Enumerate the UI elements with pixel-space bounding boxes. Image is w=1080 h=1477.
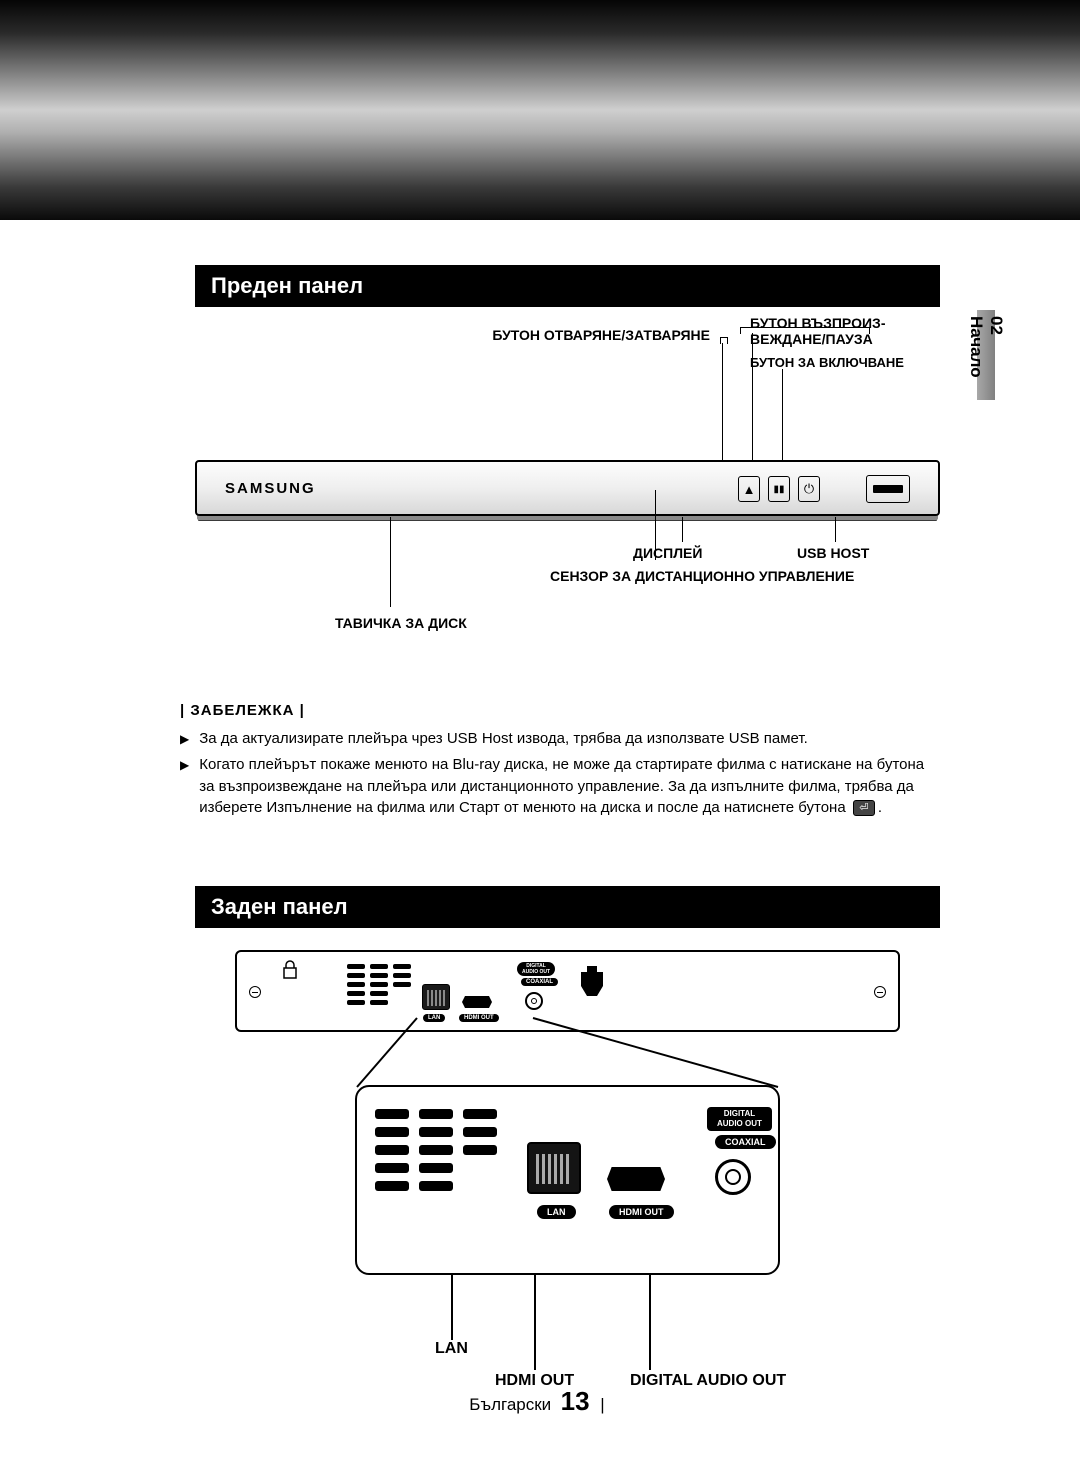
enter-button-icon: ⏎	[853, 800, 875, 816]
lan-pill-zoom: LAN	[537, 1205, 576, 1219]
lan-port-zoom	[527, 1142, 581, 1194]
header-gradient-band	[0, 0, 1080, 220]
section-title-rear: Заден панел	[195, 886, 940, 928]
bullet-icon: ▶	[180, 728, 189, 750]
label-play-pause: БУТОН ВЪЗПРОИЗ-ВЕЖДАНЕ/ПАУЗА	[750, 315, 915, 347]
rear-panel-diagram: LAN HDMI OUT DIGITALAUDIO OUT COAXIAL	[195, 940, 940, 1370]
coax-label-top-zoom: DIGITALAUDIO OUT	[707, 1107, 772, 1131]
page-footer: Български 13 |	[0, 1386, 1080, 1417]
label-disc-tray: ТАВИЧКА ЗА ДИСК	[335, 615, 467, 631]
note-heading: | ЗАБЕЛЕЖКА |	[180, 700, 940, 722]
bullet-icon: ▶	[180, 754, 189, 819]
rear-zoom-inset: LAN HDMI OUT DIGITALAUDIO OUT COAXIAL	[355, 1085, 780, 1275]
footer-page-number: 13	[561, 1386, 590, 1416]
label-display: ДИСПЛЕЙ	[633, 545, 702, 561]
label-remote-sensor: СЕНЗОР ЗА ДИСТАНЦИОННО УПРАВЛЕНИЕ	[550, 568, 854, 584]
coax-label-sub-zoom: COAXIAL	[715, 1135, 776, 1149]
eject-button-icon: ▲	[738, 476, 760, 502]
brand-logo: SAMSUNG	[225, 480, 316, 497]
front-panel-diagram: БУТОН ОТВАРЯНЕ/ЗАТВАРЯНЕ БУТОН ВЪЗПРОИЗ-…	[195, 315, 940, 695]
hdmi-pill-zoom: HDMI OUT	[609, 1205, 674, 1219]
note-block: | ЗАБЕЛЕЖКА | ▶ За да актуализирате плей…	[180, 700, 940, 823]
label-open-close: БУТОН ОТВАРЯНЕ/ЗАТВАРЯНЕ	[470, 327, 710, 343]
coaxial-port-zoom	[715, 1159, 751, 1195]
usb-host-port	[866, 475, 910, 503]
note-text: Когато плейърът покаже менюто на Blu-ray…	[199, 754, 940, 819]
play-pause-button-icon: ▮▮	[768, 476, 790, 502]
section-title-front: Преден панел	[195, 265, 940, 307]
power-button-icon: ⏻	[798, 476, 820, 502]
callout-lan: LAN	[435, 1340, 468, 1358]
label-power: БУТОН ЗА ВКЛЮЧВАНЕ	[750, 355, 940, 370]
note-item: ▶ За да актуализирате плейъра чрез USB H…	[180, 728, 940, 750]
device-front-view: SAMSUNG ▲ ▮▮ ⏻	[195, 460, 940, 516]
label-usb-host: USB HOST	[797, 545, 869, 561]
hdmi-port-zoom	[607, 1167, 665, 1191]
footer-language: Български	[469, 1395, 551, 1414]
note-text: За да актуализирате плейъра чрез USB Hos…	[199, 728, 808, 750]
chapter-side-tab: 02 Начало	[977, 310, 995, 400]
note-item: ▶ Когато плейърът покаже менюто на Blu-r…	[180, 754, 940, 819]
vent-pattern	[375, 1109, 497, 1191]
